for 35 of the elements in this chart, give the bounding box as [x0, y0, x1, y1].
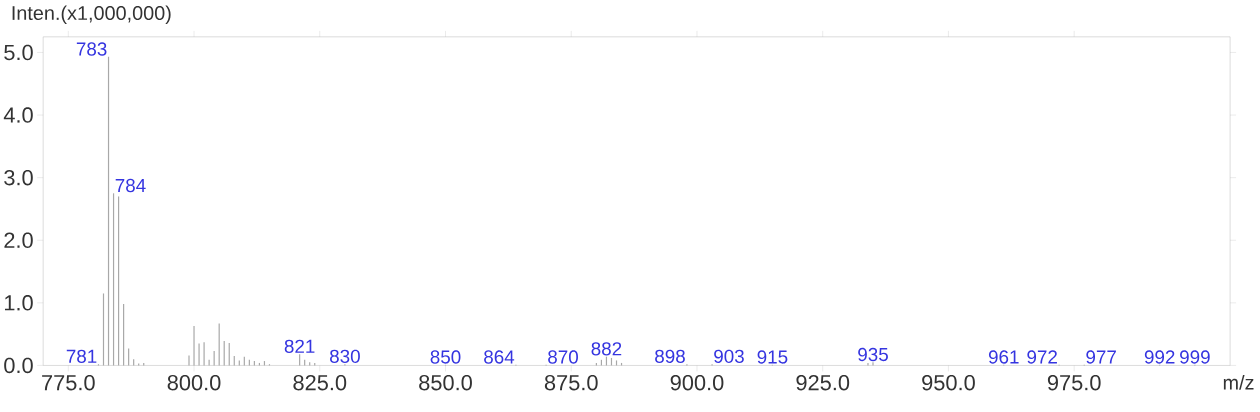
x-tick-label: 775.0	[42, 374, 95, 391]
annotation: 903	[714, 349, 744, 363]
annotation: 781	[66, 349, 97, 363]
y-tick-label: 1.0	[4, 294, 33, 311]
annotation: 977	[1086, 350, 1116, 364]
y-axis-title: Inten.(x1,000,000)	[12, 5, 171, 24]
annotation: 999	[1180, 350, 1210, 364]
annotation: 961	[988, 350, 1019, 364]
y-tick-label: 0.0	[4, 357, 33, 374]
annotation: 870	[548, 350, 578, 364]
x-tick-label: 975.0	[1047, 374, 1101, 391]
annotation: 830	[330, 349, 360, 363]
annotation: 783	[76, 42, 107, 56]
y-tick-label: 3.0	[4, 169, 33, 186]
x-tick-label: 875.0	[544, 374, 598, 391]
annotation: 864	[484, 350, 515, 364]
x-tick-label: 925.0	[796, 374, 850, 391]
y-tick-label: 2.0	[4, 232, 33, 248]
annotation: 972	[1027, 350, 1057, 364]
annotation: 784	[115, 178, 146, 192]
annotation: 821	[284, 339, 315, 353]
x-tick-label: 825.0	[293, 374, 347, 391]
x-tick-label: 950.0	[922, 374, 975, 391]
annotation: 992	[1144, 350, 1175, 364]
x-tick-label: 850.0	[419, 374, 472, 391]
x-axis-title: m/z	[1223, 374, 1254, 390]
y-tick-label: 4.0	[3, 107, 33, 123]
annotation: 850	[430, 350, 461, 364]
annotation: 898	[655, 349, 685, 363]
x-tick-label: 800.0	[167, 374, 221, 391]
annotation: 882	[591, 342, 622, 356]
annotation: 915	[757, 350, 788, 364]
annotation: 935	[858, 347, 888, 361]
y-tick-label: 5.0	[4, 44, 33, 61]
x-tick-label: 900.0	[670, 374, 724, 391]
